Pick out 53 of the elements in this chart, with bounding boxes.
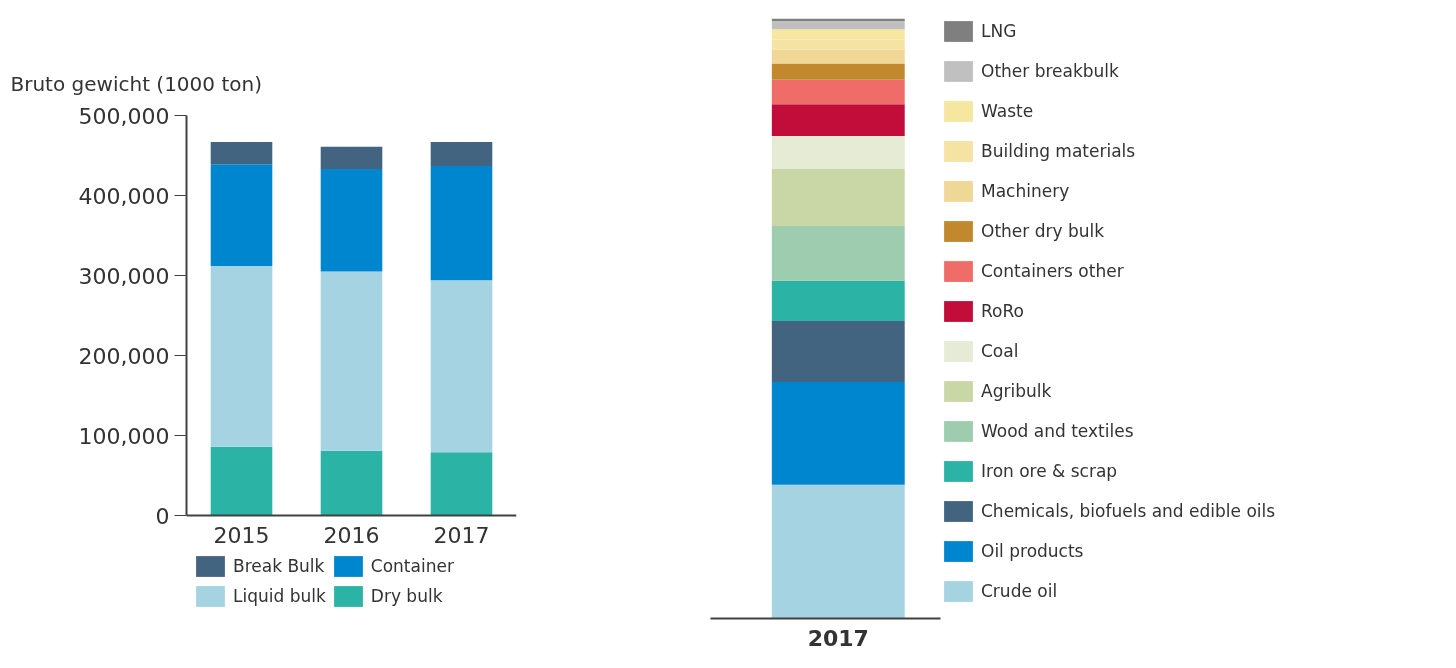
x-tick-label: 2017: [433, 522, 490, 548]
x-tick-label: 2015: [213, 522, 270, 548]
legend-label: Oil products: [981, 541, 1084, 561]
bar: [771, 382, 905, 485]
legend-label: Other breakbulk: [981, 61, 1119, 81]
legend-label: Wood and textiles: [981, 421, 1134, 441]
bar: [430, 452, 493, 516]
bar: [210, 265, 273, 447]
bar: [320, 450, 383, 516]
bar: [210, 141, 273, 165]
bar: [320, 169, 383, 272]
bar: [771, 20, 905, 30]
x-tick-label: 2017: [807, 625, 869, 651]
legend-label: Building materials: [981, 141, 1136, 161]
y-tick-label: 200,000: [78, 343, 170, 369]
legend-label: Break Bulk: [233, 556, 325, 576]
bar: [771, 104, 905, 137]
bar: [771, 484, 905, 619]
bar: [210, 446, 273, 516]
bar: [771, 63, 905, 80]
bar: [210, 164, 273, 266]
bar: [771, 136, 905, 169]
legend-label: Machinery: [981, 181, 1070, 201]
bar: [320, 146, 383, 170]
y-tick-label: 100,000: [78, 423, 170, 449]
bar: [771, 320, 905, 383]
legend-label: Chemicals, biofuels and edible oils: [981, 501, 1276, 521]
legend-label: Agribulk: [981, 381, 1052, 401]
legend-label: LNG: [981, 21, 1017, 41]
bar: [771, 280, 905, 321]
legend-label: Coal: [981, 341, 1019, 361]
legend-label: Other dry bulk: [981, 221, 1105, 241]
bar: [430, 280, 493, 453]
y-tick-label: 400,000: [78, 183, 170, 209]
bar: [771, 226, 905, 281]
bar: [771, 168, 905, 227]
bar: [430, 165, 493, 281]
y-tick-label: 300,000: [78, 263, 170, 289]
legend-label: Iron ore & scrap: [981, 461, 1118, 481]
legend-label: Dry bulk: [370, 586, 443, 606]
legend-label: Containers other: [981, 261, 1124, 281]
legend-label: Container: [370, 556, 454, 576]
legend-label: RoRo: [981, 301, 1024, 321]
legend-label: Waste: [981, 101, 1034, 121]
bar: [771, 79, 905, 105]
legend-label: Crude oil: [981, 581, 1058, 601]
x-tick-label: 2016: [323, 522, 380, 548]
y-tick-label: 500,000: [78, 103, 170, 129]
bar: [430, 141, 493, 166]
y-axis-title: Bruto gewicht (1000 ton): [10, 71, 262, 96]
legend-label: Liquid bulk: [233, 586, 326, 606]
y-tick-label: 0: [155, 503, 170, 529]
bar: [320, 271, 383, 451]
